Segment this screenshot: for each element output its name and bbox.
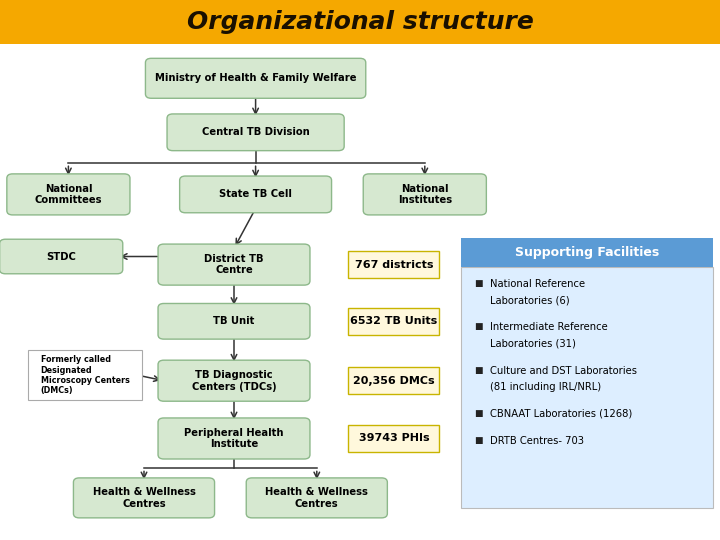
Text: National
Committees: National Committees (35, 184, 102, 205)
Text: (81 including IRL/NRL): (81 including IRL/NRL) (490, 382, 600, 392)
Text: DRTB Centres- 703: DRTB Centres- 703 (490, 436, 584, 446)
Text: Intermediate Reference: Intermediate Reference (490, 322, 608, 333)
Text: CBNAAT Laboratories (1268): CBNAAT Laboratories (1268) (490, 409, 632, 419)
Text: Peripheral Health
Institute: Peripheral Health Institute (184, 428, 284, 449)
Text: Culture and DST Laboratories: Culture and DST Laboratories (490, 366, 636, 376)
Text: 20,356 DMCs: 20,356 DMCs (353, 376, 435, 386)
Text: ■: ■ (474, 409, 482, 418)
Text: Health & Wellness
Centres: Health & Wellness Centres (266, 487, 368, 509)
FancyBboxPatch shape (461, 267, 713, 508)
Text: TB Unit: TB Unit (213, 316, 255, 326)
FancyBboxPatch shape (363, 174, 487, 215)
FancyBboxPatch shape (246, 478, 387, 518)
Text: TB Diagnostic
Centers (TDCs): TB Diagnostic Centers (TDCs) (192, 370, 276, 392)
FancyBboxPatch shape (348, 367, 439, 394)
Text: Formerly called
Designated
Microscopy Centers
(DMCs): Formerly called Designated Microscopy Ce… (40, 355, 130, 395)
Text: Central TB Division: Central TB Division (202, 127, 310, 137)
FancyBboxPatch shape (7, 174, 130, 215)
FancyBboxPatch shape (348, 308, 439, 335)
Text: STDC: STDC (46, 252, 76, 261)
FancyBboxPatch shape (28, 350, 142, 400)
Text: ■: ■ (474, 366, 482, 375)
Text: ■: ■ (474, 436, 482, 445)
FancyBboxPatch shape (0, 0, 720, 44)
FancyBboxPatch shape (348, 251, 439, 278)
Text: Organizational structure: Organizational structure (186, 10, 534, 34)
Text: ■: ■ (474, 322, 482, 332)
Text: State TB Cell: State TB Cell (219, 190, 292, 199)
FancyBboxPatch shape (348, 425, 439, 452)
Text: 6532 TB Units: 6532 TB Units (350, 316, 438, 326)
FancyBboxPatch shape (145, 58, 366, 98)
Text: ■: ■ (474, 279, 482, 288)
Text: 767 districts: 767 districts (354, 260, 433, 269)
FancyBboxPatch shape (0, 239, 122, 274)
Text: District TB
Centre: District TB Centre (204, 254, 264, 275)
Text: Laboratories (31): Laboratories (31) (490, 339, 575, 349)
FancyBboxPatch shape (158, 418, 310, 459)
Text: National Reference: National Reference (490, 279, 585, 289)
FancyBboxPatch shape (461, 238, 713, 267)
Text: 39743 PHIs: 39743 PHIs (359, 434, 429, 443)
FancyBboxPatch shape (158, 360, 310, 401)
Text: Supporting Facilities: Supporting Facilities (515, 246, 659, 259)
FancyBboxPatch shape (73, 478, 215, 518)
Text: Ministry of Health & Family Welfare: Ministry of Health & Family Welfare (155, 73, 356, 83)
Text: Laboratories (6): Laboratories (6) (490, 295, 570, 306)
FancyBboxPatch shape (158, 244, 310, 285)
FancyBboxPatch shape (179, 176, 331, 213)
Text: Health & Wellness
Centres: Health & Wellness Centres (93, 487, 195, 509)
FancyBboxPatch shape (158, 303, 310, 339)
FancyBboxPatch shape (167, 114, 344, 151)
Text: National
Institutes: National Institutes (397, 184, 452, 205)
